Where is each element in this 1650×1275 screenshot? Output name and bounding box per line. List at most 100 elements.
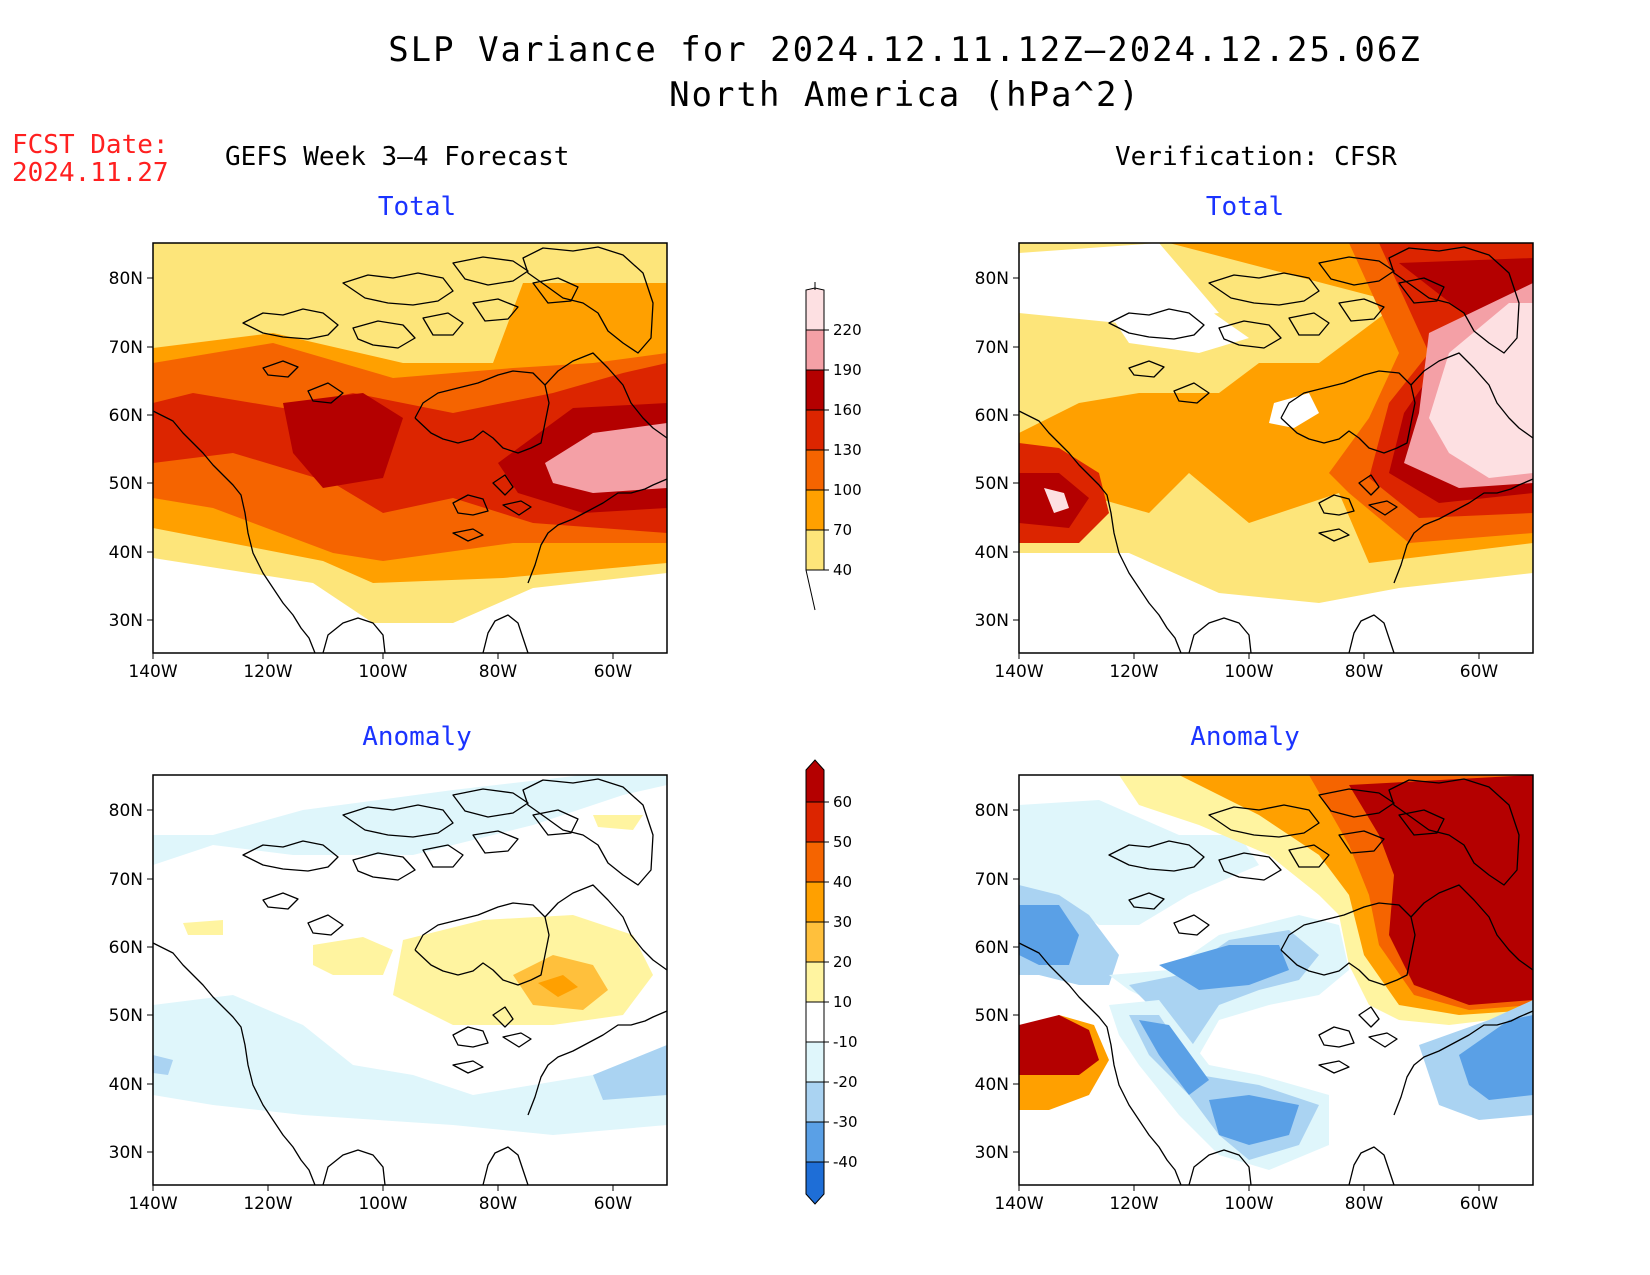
map-frame xyxy=(1018,242,1534,654)
lat-tick-label: 40N xyxy=(975,543,1009,563)
colorbar-anomaly: 60 50 40 30 20 10 -10 -20 -30 -40 xyxy=(805,759,858,1205)
lat-tick-label: 80N xyxy=(975,269,1009,289)
colorbar-swatch xyxy=(805,369,825,411)
lat-tick-label: 60N xyxy=(109,938,143,958)
lon-tick-label: 140W xyxy=(994,1194,1043,1214)
lon-tick-label: 140W xyxy=(128,1194,177,1214)
fcst-date-value: 2024.11.27 xyxy=(12,158,169,188)
colorbar-label: 40 xyxy=(833,873,852,891)
colorbar-swatch xyxy=(805,1081,825,1123)
lat-tick-label: 40N xyxy=(109,1075,143,1095)
colorbar-swatch xyxy=(805,759,825,803)
lat-tick-label: 70N xyxy=(975,870,1009,890)
colorbar-label: 30 xyxy=(833,913,852,931)
colorbar-label: 60 xyxy=(833,793,852,811)
lat-tick-label: 50N xyxy=(975,1006,1009,1026)
lat-tick-label: 60N xyxy=(975,938,1009,958)
lon-tick-label: 100W xyxy=(358,662,407,682)
lat-tick-label: 80N xyxy=(975,801,1009,821)
colorbar-label: 50 xyxy=(833,833,852,851)
lat-tick-label: 60N xyxy=(975,406,1009,426)
colorbar-label: -20 xyxy=(833,1073,858,1091)
colorbar-swatch xyxy=(805,1041,825,1083)
lat-tick-label: 40N xyxy=(109,543,143,563)
colorbar-swatch xyxy=(805,841,825,883)
map-frame xyxy=(152,242,668,654)
main-title: SLP Variance for 2024.12.11.12Z–2024.12.… xyxy=(388,30,1422,70)
colorbar-label: 160 xyxy=(833,401,862,419)
lat-tick-label: 30N xyxy=(975,611,1009,631)
lon-tick-label: 100W xyxy=(1224,662,1273,682)
lon-tick-label: 120W xyxy=(1109,1194,1158,1214)
verification-total-map: 80N 70N 60N 50N 40N 30N 140W 120W 100W 80W 60W xyxy=(975,242,1534,682)
panel-title-verification-anomaly: Anomaly xyxy=(1190,722,1300,752)
colorbar-swatch xyxy=(805,1001,825,1043)
colorbar-label: -40 xyxy=(833,1153,858,1171)
colorbar-swatch xyxy=(805,961,825,1003)
colorbar-swatch xyxy=(805,801,825,843)
colorbar-label: 130 xyxy=(833,441,862,459)
lon-tick-label: 120W xyxy=(243,662,292,682)
lon-tick-label: 120W xyxy=(243,1194,292,1214)
lat-tick-label: 70N xyxy=(975,338,1009,358)
lon-tick-label: 100W xyxy=(1224,1194,1273,1214)
fcst-date-label: FCST Date: xyxy=(12,130,169,160)
colorbar-swatch xyxy=(805,489,825,531)
lon-tick-label: 80W xyxy=(1345,662,1384,682)
forecast-column-title: GEFS Week 3–4 Forecast xyxy=(225,142,570,172)
lon-tick-label: 60W xyxy=(594,662,633,682)
lon-tick-label: 100W xyxy=(358,1194,407,1214)
colorbar-swatch xyxy=(805,329,825,371)
lat-tick-label: 30N xyxy=(109,1143,143,1163)
colorbar-label: 70 xyxy=(833,521,852,539)
main-subtitle: North America (hPa^2) xyxy=(669,75,1141,115)
lon-tick-label: 80W xyxy=(1345,1194,1384,1214)
colorbar-label: 220 xyxy=(833,321,862,339)
lon-tick-label: 80W xyxy=(479,662,518,682)
forecast-anomaly-map: 80N 70N 60N 50N 40N 30N 140W 120W 100W 80W 60W xyxy=(109,774,668,1214)
colorbar-swatch xyxy=(805,921,825,963)
colorbar-total: 220 190 160 130 100 70 40 xyxy=(805,282,862,611)
panel-title-forecast-anomaly: Anomaly xyxy=(362,722,472,752)
lon-tick-label: 60W xyxy=(594,1194,633,1214)
lat-tick-label: 50N xyxy=(109,1006,143,1026)
lat-tick-label: 30N xyxy=(109,611,143,631)
colorbar-label: 20 xyxy=(833,953,852,971)
colorbar-label: -30 xyxy=(833,1113,858,1131)
lon-tick-label: 140W xyxy=(128,662,177,682)
lon-tick-label: 60W xyxy=(1460,662,1499,682)
colorbar-swatch xyxy=(805,287,825,331)
colorbar-label: 190 xyxy=(833,361,862,379)
lon-tick-label: 120W xyxy=(1109,662,1158,682)
colorbar-label: 10 xyxy=(833,993,852,1011)
lon-tick-label: 80W xyxy=(479,1194,518,1214)
verification-anomaly-map: 80N 70N 60N 50N 40N 30N 140W 120W 100W 80W 60W xyxy=(975,774,1534,1214)
map-frame xyxy=(1018,774,1534,1186)
colorbar-swatch xyxy=(805,881,825,923)
lat-tick-label: 50N xyxy=(975,474,1009,494)
verification-column-title: Verification: CFSR xyxy=(1115,142,1397,172)
map-frame xyxy=(152,774,668,1186)
lat-tick-label: 70N xyxy=(109,870,143,890)
panel-title-forecast-total: Total xyxy=(377,192,457,222)
colorbar-swatch xyxy=(805,1161,825,1205)
colorbar-swatch xyxy=(805,1121,825,1163)
colorbar-swatch xyxy=(805,409,825,451)
lon-tick-label: 60W xyxy=(1460,1194,1499,1214)
colorbar-label: -10 xyxy=(833,1033,858,1051)
lat-tick-label: 30N xyxy=(975,1143,1009,1163)
lat-tick-label: 60N xyxy=(109,406,143,426)
lat-tick-label: 80N xyxy=(109,801,143,821)
colorbar-label: 40 xyxy=(833,561,852,579)
colorbar-label: 100 xyxy=(833,481,862,499)
lat-tick-label: 70N xyxy=(109,338,143,358)
lat-tick-label: 80N xyxy=(109,269,143,289)
lat-tick-label: 50N xyxy=(109,474,143,494)
colorbar-swatch xyxy=(805,529,825,571)
lat-tick-label: 40N xyxy=(975,1075,1009,1095)
panel-title-verification-total: Total xyxy=(1205,192,1285,222)
colorbar-swatch xyxy=(805,449,825,491)
forecast-total-map: 80N 70N 60N 50N 40N 30N 140W 120W 100W 80W 60W xyxy=(109,242,668,682)
lon-tick-label: 140W xyxy=(994,662,1043,682)
